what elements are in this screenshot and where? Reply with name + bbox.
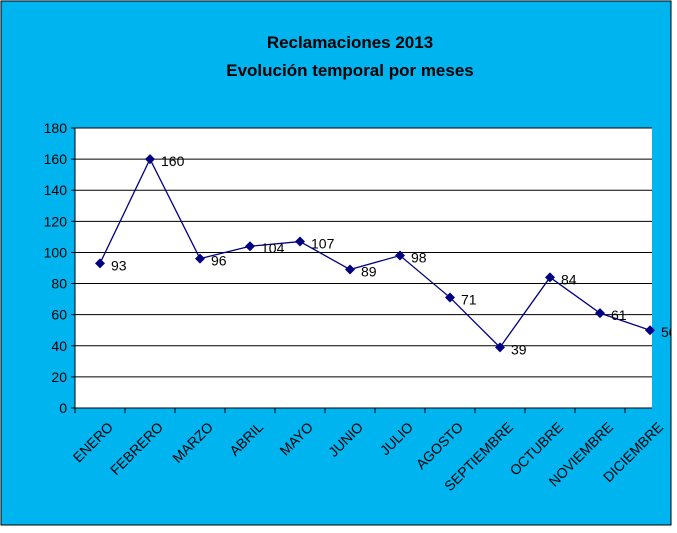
data-label: 50	[661, 324, 677, 340]
y-tick-label: 20	[51, 369, 67, 385]
y-tick-label: 100	[44, 244, 68, 260]
y-tick-label: 40	[51, 338, 67, 354]
marker	[95, 258, 105, 269]
data-label: 160	[161, 153, 185, 169]
data-label: 84	[561, 271, 577, 287]
y-tick-label: 0	[59, 400, 67, 416]
marker	[295, 236, 305, 247]
marker	[195, 253, 205, 264]
data-label: 96	[211, 253, 227, 269]
data-label: 89	[361, 264, 377, 280]
marker	[145, 154, 155, 165]
y-tick-label: 80	[51, 276, 67, 292]
y-tick-label: 140	[44, 182, 68, 198]
chart-title: Reclamaciones 2013	[267, 33, 433, 52]
data-label: 61	[611, 307, 627, 323]
data-label: 107	[311, 236, 335, 252]
y-tick-label: 60	[51, 307, 67, 323]
y-tick-label: 120	[44, 213, 68, 229]
marker	[645, 325, 655, 336]
data-label: 104	[261, 240, 285, 256]
y-tick-label: 180	[44, 120, 68, 136]
line	[99, 157, 651, 349]
chart-subtitle: Evolución temporal por meses	[226, 61, 474, 80]
marker	[395, 250, 405, 261]
marker	[595, 308, 605, 319]
plot-area	[75, 128, 652, 408]
data-label: 93	[111, 257, 127, 273]
marker	[495, 342, 505, 353]
data-label: 98	[411, 250, 427, 266]
marker	[445, 292, 455, 303]
marker	[545, 272, 555, 283]
data-label: 71	[461, 292, 477, 308]
marker	[245, 241, 255, 252]
y-tick-label: 160	[44, 151, 68, 167]
data-label: 39	[511, 341, 527, 357]
marker	[345, 264, 355, 275]
